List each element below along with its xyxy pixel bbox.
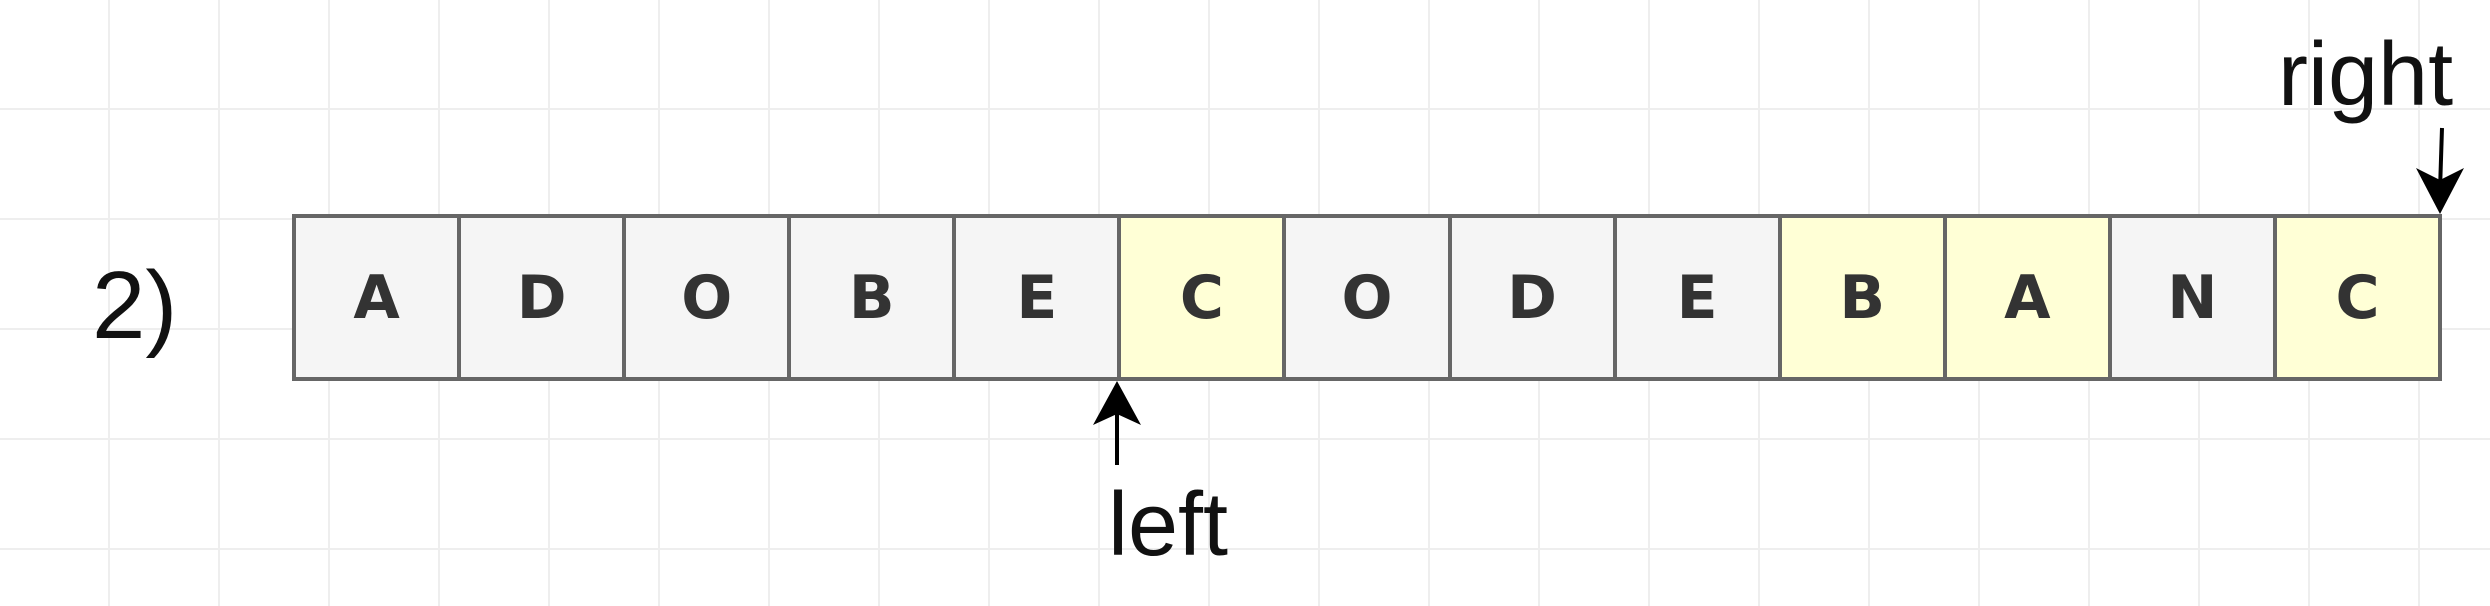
array-cell: A — [1942, 214, 2112, 381]
step-label: 2) — [92, 252, 178, 359]
array-cell: B — [787, 214, 957, 381]
array-cell: C — [1117, 214, 1287, 381]
array-cell: C — [2272, 214, 2443, 381]
left-pointer-label: left — [1108, 475, 1229, 575]
array-cell: E — [1612, 214, 1782, 381]
array-cell: N — [2107, 214, 2277, 381]
array-cell: B — [1777, 214, 1947, 381]
array-cell: O — [622, 214, 792, 381]
array-cell: D — [1447, 214, 1617, 381]
right-pointer-label: right — [2278, 25, 2454, 125]
left-pointer-arrow — [1093, 381, 1141, 465]
array-cell: D — [457, 214, 627, 381]
array-cell: O — [1282, 214, 1452, 381]
array-cell: E — [952, 214, 1122, 381]
right-pointer-arrow — [2416, 127, 2464, 214]
array-cell: A — [292, 214, 462, 381]
